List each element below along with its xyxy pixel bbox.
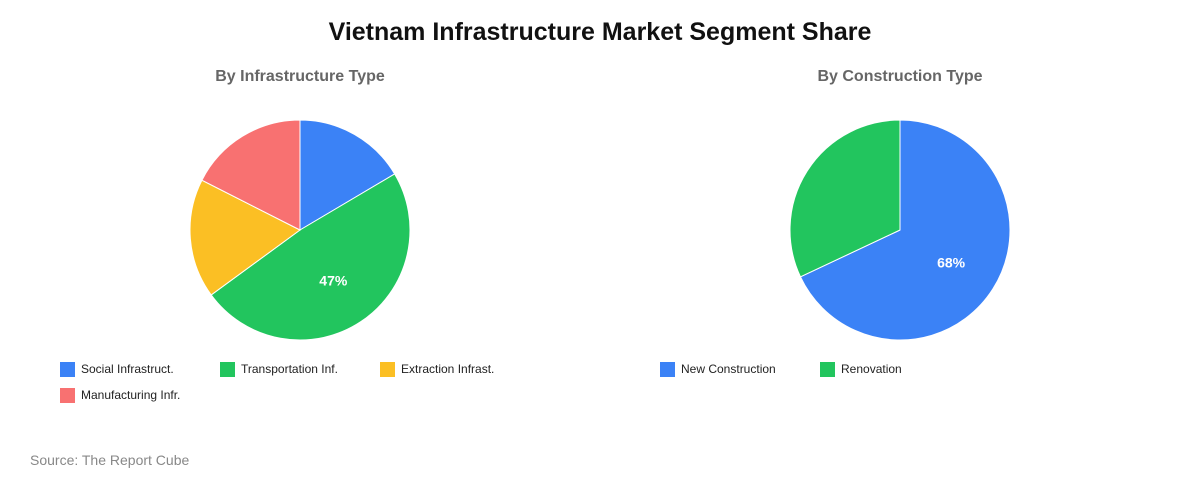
legend-item: Transportation Inf. (220, 361, 338, 377)
pie-slice (789, 119, 901, 278)
slice-data-label: 47% (319, 273, 348, 289)
legend-item: Manufacturing Infr. (60, 387, 180, 403)
infrastructure-type-chart: By Infrastructure Type 47% Social Infras… (0, 0, 600, 440)
pie-slice (799, 119, 1011, 341)
pie-chart: 68% (789, 119, 1011, 341)
pie-slice (299, 119, 396, 231)
pie-slice (189, 179, 301, 296)
legend-swatch (60, 361, 75, 377)
legend-swatch (60, 387, 75, 403)
chart-legend: Social Infrastruct. Transportation Inf. Ex… (0, 0, 600, 440)
construction-type-chart: By Construction Type 68% New Constructio… (600, 0, 1200, 440)
chart-subtitle: By Infrastructure Type (215, 68, 385, 85)
legend-label: New Construction (681, 362, 776, 376)
legend-item: Renovation (820, 361, 902, 377)
legend-label: Manufacturing Infr. (81, 388, 181, 402)
legend-swatch (220, 361, 235, 377)
source-note: Source: The Report Cube (30, 452, 190, 468)
chart-subtitle: By Construction Type (817, 68, 983, 85)
pie-slice (210, 173, 411, 341)
legend-label: Renovation (841, 362, 902, 376)
legend-label: Transportation Inf. (241, 362, 338, 376)
legend-item: Extraction Infrast. (380, 361, 494, 377)
page-title: Vietnam Infrastructure Market Segment Sh… (328, 18, 872, 46)
pie-slice (201, 119, 301, 231)
pie-chart: 47% (189, 119, 411, 341)
slice-data-label: 68% (937, 254, 966, 270)
legend-label: Extraction Infrast. (401, 362, 495, 376)
legend-item: Social Infrastruct. (60, 361, 174, 377)
legend-swatch (380, 361, 395, 377)
legend-swatch (820, 361, 835, 377)
legend-item: New Construction (660, 361, 776, 377)
legend-label: Social Infrastruct. (81, 362, 174, 376)
legend-swatch (660, 361, 675, 377)
chart-legend: New Construction Renovation (600, 0, 1200, 440)
